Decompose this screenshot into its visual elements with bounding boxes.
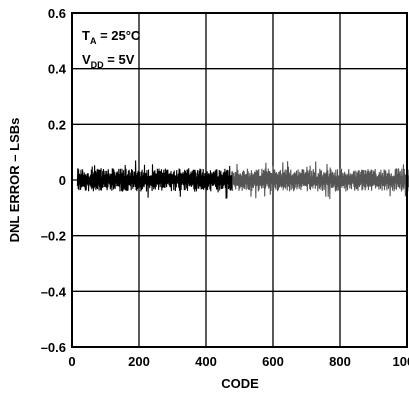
x-tick-label: 0 [68,354,75,369]
x-tick-labels: 0 200 400 600 800 1000 [68,354,409,369]
dnl-trace-low-codes [76,160,234,199]
y-tick-label: 0.4 [48,62,67,77]
x-axis-label: CODE [221,376,259,391]
y-tick-label: –0.6 [41,340,66,355]
x-tick-label: 600 [262,354,284,369]
y-axis-label: DNL ERROR – LSBs [7,118,22,243]
x-tick-label: 800 [329,354,351,369]
x-tick-label: 200 [128,354,150,369]
annotation-temperature: TA = 25°C [82,28,141,46]
dnl-trace-high-codes [231,161,409,200]
y-tick-label: 0.6 [48,6,66,21]
y-tick-labels: –0.6 –0.4 –0.2 0 0.2 0.4 0.6 [41,6,67,355]
x-tick-label: 400 [195,354,217,369]
y-tick-label: 0 [59,173,66,188]
y-tick-label: 0.2 [48,117,66,132]
annotation-supply-voltage: VDD = 5V [82,52,135,70]
plot-frame [71,12,408,348]
x-tick-label: 1000 [393,354,409,369]
y-tick-label: –0.2 [41,229,66,244]
dnl-trace [76,160,409,200]
y-tick-label: –0.4 [41,284,67,299]
